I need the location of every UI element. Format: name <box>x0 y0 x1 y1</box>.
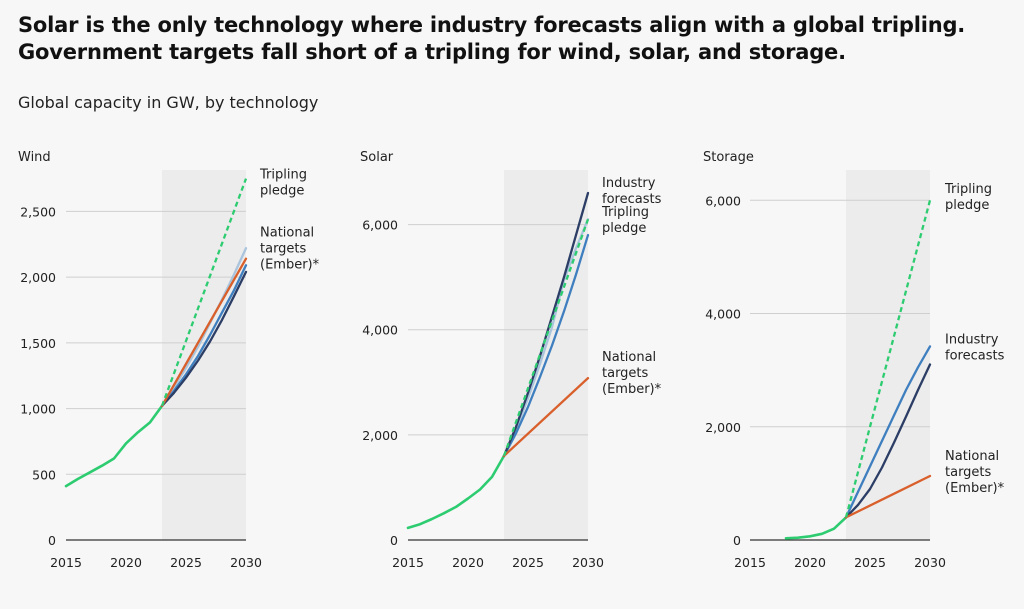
series-annotation: Industry forecasts <box>945 333 1005 364</box>
panel-title: Solar <box>360 150 394 165</box>
series-annotation: National targets (Ember)* <box>945 449 1005 496</box>
title-line-2: Government targets fall short of a tripl… <box>18 40 846 64</box>
annotation-line: targets <box>602 366 649 381</box>
x-tick-label: 2015 <box>50 555 82 570</box>
series-line-forecast_mid <box>160 264 248 408</box>
annotation-line: Tripling <box>259 168 307 183</box>
x-tick-label: 2020 <box>452 555 484 570</box>
panel-title: Storage <box>703 150 754 165</box>
series-annotation: National targets (Ember)* <box>602 350 662 397</box>
annotation-line: pledge <box>260 184 304 199</box>
annotation-line: Industry <box>945 333 999 348</box>
x-tick-label: 2030 <box>914 555 946 570</box>
y-tick-label: 0 <box>48 533 56 548</box>
annotation-line: forecasts <box>602 192 662 207</box>
annotation-line: targets <box>945 465 992 480</box>
series-line-history <box>784 516 848 540</box>
projection-shade <box>162 170 246 540</box>
x-tick-label: 2030 <box>572 555 604 570</box>
x-tick-label: 2020 <box>110 555 142 570</box>
series-line-forecast_dark <box>844 363 932 519</box>
annotation-line: National <box>602 350 656 365</box>
annotation-line: Tripling <box>601 205 649 220</box>
annotation-line: Industry <box>602 176 656 191</box>
y-tick-label: 1,000 <box>20 402 56 417</box>
chart-panel-storage: 0 2,000 4,000 6,000 2015 2020 2025 2030 Storage T… <box>703 150 1005 570</box>
series-line-national <box>502 376 590 458</box>
series-line-tripling <box>844 200 932 518</box>
y-tick-label: 2,000 <box>20 270 56 285</box>
y-tick-label: 6,000 <box>362 218 398 233</box>
annotation-line: pledge <box>945 198 989 213</box>
annotation-line: National <box>260 225 314 240</box>
series-line-forecast_dark <box>502 191 590 458</box>
y-tick-label: 2,000 <box>705 420 741 435</box>
chart-panel-wind: 0 500 1,000 1,500 2,000 2,500 2015 2020 2025 2030… <box>18 150 320 570</box>
series-line-forecast_mid <box>844 345 932 519</box>
series-line-forecast_mid <box>502 233 590 458</box>
y-tick-label: 6,000 <box>705 193 741 208</box>
panel-title: Wind <box>18 150 51 165</box>
chart-subtitle: Global capacity in GW, by technology <box>18 93 319 112</box>
annotation-line: (Ember)* <box>945 481 1005 496</box>
y-tick-label: 0 <box>733 533 741 548</box>
annotation-line: targets <box>260 241 307 256</box>
series-line-national <box>160 257 248 408</box>
x-tick-label: 2020 <box>794 555 826 570</box>
series-line-history <box>64 404 164 488</box>
series-line-national <box>844 474 932 519</box>
series-annotation: National targets (Ember)* <box>260 225 320 272</box>
series-annotation: Tripling pledge <box>601 205 649 236</box>
annotation-line: Tripling <box>944 182 992 197</box>
annotation-line: National <box>945 449 999 464</box>
annotation-line: pledge <box>602 221 646 236</box>
title-line-1: Solar is the only technology where indus… <box>18 13 966 37</box>
y-tick-label: 2,000 <box>362 428 398 443</box>
projection-shade <box>846 170 930 540</box>
chart-title: Solar is the only technology where indus… <box>18 12 1008 66</box>
x-tick-label: 2030 <box>230 555 262 570</box>
series-line-history <box>406 454 506 530</box>
x-tick-label: 2015 <box>392 555 424 570</box>
y-tick-label: 2,500 <box>20 204 56 219</box>
x-tick-label: 2025 <box>854 555 886 570</box>
x-tick-label: 2015 <box>734 555 766 570</box>
projection-shade <box>504 170 588 540</box>
series-line-tripling <box>160 178 248 407</box>
annotation-line: (Ember)* <box>260 257 320 272</box>
y-tick-label: 0 <box>390 533 398 548</box>
series-line-forecast_dark <box>160 270 248 408</box>
annotation-line: (Ember)* <box>602 382 662 397</box>
chart-panel-solar: 0 2,000 4,000 6,000 2015 2020 2025 2030 Solar Ind… <box>360 150 662 570</box>
x-tick-label: 2025 <box>170 555 202 570</box>
series-annotation: Tripling pledge <box>259 168 307 199</box>
series-annotation: Tripling pledge <box>944 182 992 213</box>
series-annotation: Industry forecasts <box>602 176 662 207</box>
x-tick-label: 2025 <box>512 555 544 570</box>
y-tick-label: 1,500 <box>20 336 56 351</box>
y-tick-label: 4,000 <box>705 307 741 322</box>
series-line-forecast_light <box>160 247 248 408</box>
y-tick-label: 4,000 <box>362 323 398 338</box>
y-tick-label: 500 <box>32 467 56 482</box>
annotation-line: forecasts <box>945 349 1005 364</box>
